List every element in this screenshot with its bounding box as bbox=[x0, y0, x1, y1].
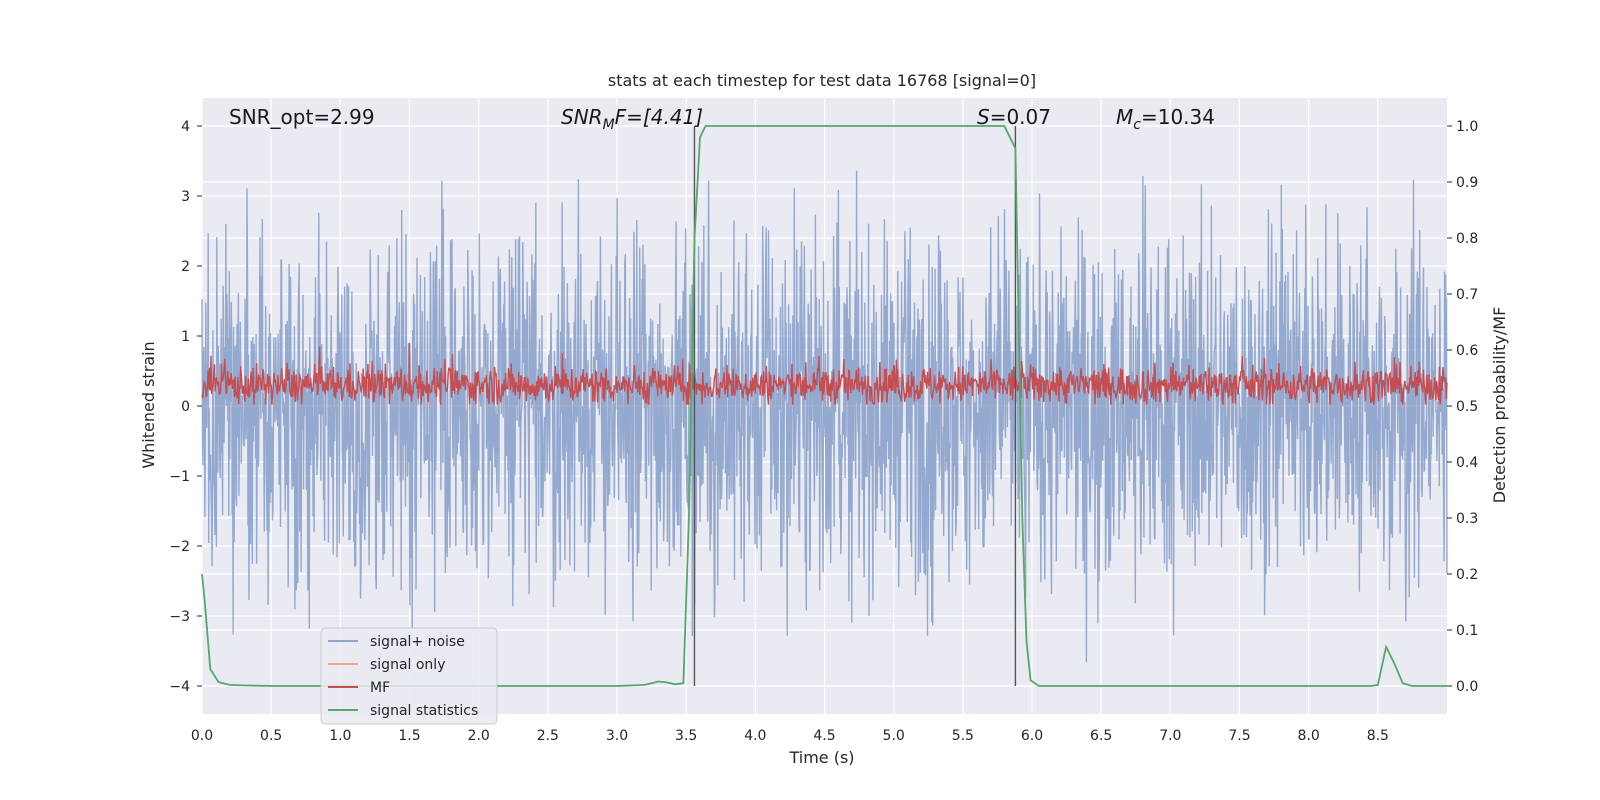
x-tick-label: 5.0 bbox=[883, 728, 905, 744]
x-tick-label: 2.0 bbox=[468, 728, 490, 744]
right-tick-label: 0.8 bbox=[1456, 231, 1478, 247]
legend-box bbox=[320, 627, 498, 725]
right-tick-label: 1.0 bbox=[1456, 119, 1478, 135]
left-tick-label: −3 bbox=[169, 609, 190, 625]
x-tick-label: 7.0 bbox=[1159, 728, 1181, 744]
x-tick-label: 3.0 bbox=[606, 728, 628, 744]
annotation-snr-opt: SNR_opt=2.99 bbox=[229, 105, 375, 129]
x-tick-label: 4.0 bbox=[744, 728, 766, 744]
legend-label-signal-only: signal only bbox=[370, 657, 445, 673]
mf-line bbox=[201, 342, 1448, 405]
x-tick-label: 8.5 bbox=[1367, 728, 1389, 744]
signal-statistics-line bbox=[201, 125, 1447, 687]
right-axis-title: Detection probability/MF bbox=[1490, 307, 1509, 504]
right-tick-label: 0.5 bbox=[1456, 399, 1478, 415]
x-tick-label: 0.0 bbox=[191, 728, 213, 744]
x-tick-label: 4.5 bbox=[813, 728, 835, 744]
left-tick-label: 4 bbox=[181, 119, 190, 135]
left-tick-label: 1 bbox=[181, 329, 190, 345]
legend-label-mf: MF bbox=[370, 680, 390, 696]
mf-series bbox=[201, 342, 1448, 405]
legend-label-signal-noise: signal+ noise bbox=[370, 634, 465, 650]
x-tick-label: 8.0 bbox=[1298, 728, 1320, 744]
left-tick-label: −4 bbox=[169, 679, 190, 695]
left-tick-label: 3 bbox=[181, 189, 190, 205]
mc-subscript: c bbox=[1133, 117, 1141, 133]
right-axis-ticks: 1.0 0.9 0.8 0.7 0.6 0.5 0.4 0.3 0.2 0.1 0.0 bbox=[1447, 119, 1478, 695]
legend: signal+ noise signal only MF signal stat… bbox=[320, 627, 498, 725]
left-axis-title: Whitened strain bbox=[139, 341, 158, 468]
left-tick-label: 0 bbox=[181, 399, 190, 415]
s-symbol: S bbox=[977, 105, 990, 129]
left-tick-label: −2 bbox=[169, 539, 190, 555]
annotation-mc: Mc=10.34 bbox=[1116, 105, 1215, 133]
snr-mf-value: F=[4.41] bbox=[615, 105, 703, 129]
right-tick-label: 0.6 bbox=[1456, 343, 1478, 359]
left-axis-ticks: 4 3 2 1 0 −1 −2 −3 −4 bbox=[169, 119, 202, 695]
vertical-markers bbox=[693, 126, 1017, 686]
left-tick-label: −1 bbox=[169, 469, 190, 485]
x-axis-title: Time (s) bbox=[788, 748, 854, 767]
right-tick-label: 0.2 bbox=[1456, 567, 1478, 583]
x-tick-label: 0.5 bbox=[260, 728, 282, 744]
annotation-snr-mf: SNRMF=[4.41] bbox=[561, 105, 703, 133]
right-tick-label: 0.3 bbox=[1456, 511, 1478, 527]
right-tick-label: 0.1 bbox=[1456, 623, 1478, 639]
snr-mf-subscript: M bbox=[603, 117, 615, 133]
x-tick-label: 6.5 bbox=[1090, 728, 1112, 744]
x-tick-label: 1.0 bbox=[329, 728, 351, 744]
snr-mf-symbol: SNR bbox=[561, 105, 603, 129]
chart-title: stats at each timestep for test data 167… bbox=[608, 71, 1036, 90]
x-tick-label: 2.5 bbox=[537, 728, 559, 744]
x-tick-label: 7.5 bbox=[1228, 728, 1250, 744]
x-tick-label: 5.5 bbox=[952, 728, 974, 744]
x-tick-label: 1.5 bbox=[398, 728, 420, 744]
right-tick-label: 0.0 bbox=[1456, 679, 1478, 695]
right-tick-label: 0.7 bbox=[1456, 287, 1478, 303]
x-tick-label: 6.0 bbox=[1021, 728, 1043, 744]
x-axis-ticks: 0.0 0.5 1.0 1.5 2.0 2.5 3.0 3.5 4.0 4.5 5.0 5.5 6.0 6… bbox=[191, 728, 1389, 744]
mc-symbol: M bbox=[1116, 105, 1133, 129]
annotation-s: S=0.07 bbox=[977, 105, 1051, 129]
right-tick-label: 0.4 bbox=[1456, 455, 1478, 471]
x-tick-label: 3.5 bbox=[675, 728, 697, 744]
s-value: =0.07 bbox=[990, 105, 1051, 129]
right-tick-label: 0.9 bbox=[1456, 175, 1478, 191]
legend-label-signal-statistics: signal statistics bbox=[370, 703, 478, 719]
mc-value: =10.34 bbox=[1141, 105, 1215, 129]
signal-statistics-series bbox=[201, 125, 1447, 687]
left-tick-label: 2 bbox=[181, 259, 190, 275]
